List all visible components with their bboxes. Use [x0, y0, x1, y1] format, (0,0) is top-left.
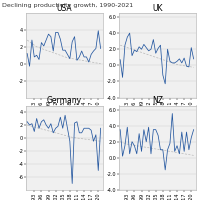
- Title: UK: UK: [152, 4, 163, 13]
- Title: Germany: Germany: [47, 96, 82, 105]
- Title: USA: USA: [57, 4, 72, 13]
- Title: NZ: NZ: [152, 96, 163, 105]
- Text: Declining productivity growth, 1990-2021: Declining productivity growth, 1990-2021: [2, 3, 133, 8]
